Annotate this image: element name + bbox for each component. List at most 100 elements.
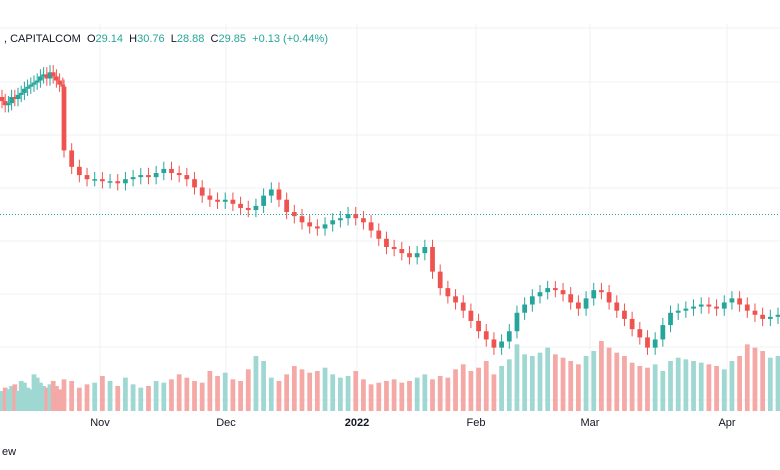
candle-body <box>514 312 520 332</box>
candle-body <box>169 168 174 174</box>
volume-bar <box>652 364 658 411</box>
volume-bar <box>107 381 113 411</box>
volume-bar <box>491 374 497 411</box>
volume-bar <box>28 389 34 411</box>
candle-body <box>675 310 681 313</box>
volume-bar <box>176 374 182 411</box>
volume-bar <box>54 386 59 411</box>
volume-bar <box>637 366 643 411</box>
volume-bar <box>44 387 50 411</box>
candle-body <box>253 205 259 210</box>
volume-bar <box>760 351 766 411</box>
volume-bar <box>576 364 581 411</box>
volume-bar <box>767 357 773 411</box>
candle-body <box>752 310 758 315</box>
candle-body <box>576 302 581 309</box>
candle-body <box>729 298 735 303</box>
candle-body <box>491 339 497 348</box>
volume-bar <box>483 361 489 411</box>
volume-bar <box>207 371 213 411</box>
footer-text: ew <box>2 446 17 458</box>
candle-body <box>276 189 282 200</box>
volume-bar <box>376 382 382 411</box>
volume-bar <box>215 376 220 411</box>
candle-body <box>330 220 336 225</box>
candle-body <box>222 199 228 202</box>
candle-body <box>6 103 11 106</box>
candle-body <box>130 177 136 180</box>
candle-body <box>322 224 328 229</box>
candle-body <box>468 310 474 321</box>
volume-bar <box>660 371 666 411</box>
volume-bar <box>100 376 105 411</box>
candle-body <box>230 199 236 204</box>
legend-high-value: 30.76 <box>137 33 165 45</box>
volume-bar <box>12 384 18 411</box>
x-tick-label: Apr <box>718 417 735 429</box>
candle-body <box>552 288 558 291</box>
candle-body <box>476 320 481 332</box>
volume-bar <box>50 381 56 411</box>
candle-body <box>161 168 167 174</box>
volume-bar <box>629 362 635 411</box>
volume-bar <box>668 361 673 411</box>
candle-body <box>61 86 67 151</box>
volume-bar <box>545 347 551 411</box>
candle-body <box>100 179 105 182</box>
volume-bar <box>245 369 251 411</box>
volume-bar <box>606 347 612 411</box>
volume-bar <box>437 376 443 411</box>
candle-body <box>668 312 673 326</box>
volume-bar <box>552 354 558 411</box>
volume-bar <box>384 381 389 411</box>
volume-bar <box>261 361 266 411</box>
volume-bar <box>299 369 305 411</box>
candle-body <box>138 175 144 178</box>
candle-body <box>2 101 8 106</box>
volume-bar <box>314 371 320 411</box>
candle-body <box>599 290 604 293</box>
candle-body <box>744 304 750 311</box>
candle-body <box>38 76 43 81</box>
volume-bar <box>253 356 259 411</box>
volume-bar <box>192 381 197 411</box>
legend-close-value: 29.85 <box>218 33 247 45</box>
x-tick-label: Dec <box>216 417 236 429</box>
candle-body <box>28 84 34 87</box>
candle-body <box>483 331 489 340</box>
volume-bar <box>721 369 727 411</box>
volume-bar <box>31 374 37 411</box>
volume-bar <box>568 361 574 411</box>
volume-bar <box>460 364 466 411</box>
candle-body <box>683 308 689 311</box>
candle-body <box>353 214 359 219</box>
candle-body <box>238 203 243 208</box>
legend-close-key: C <box>210 33 219 45</box>
volume-bar <box>453 369 458 411</box>
volume-bar <box>6 389 11 411</box>
volume-bar <box>57 389 62 411</box>
candle-body <box>637 329 643 338</box>
candle-body <box>176 173 182 176</box>
volume-bar <box>284 374 290 411</box>
candle-body <box>453 296 458 303</box>
volume-bar <box>430 379 435 411</box>
candle-body <box>245 207 251 210</box>
volume-bar <box>353 371 359 411</box>
candle-body <box>652 339 658 348</box>
candle-body <box>698 304 704 307</box>
candle-body <box>107 181 113 183</box>
candle-body <box>706 304 712 307</box>
candle-body <box>44 74 50 79</box>
candle-body <box>399 249 405 254</box>
volume-bar <box>599 341 604 411</box>
volume-bar <box>506 359 512 411</box>
legend-open-key: O <box>86 33 96 45</box>
volume-bar <box>222 372 228 411</box>
volume-bar <box>775 356 780 411</box>
volume-bar <box>92 382 98 411</box>
volume-bar <box>169 379 174 411</box>
volume-bar <box>583 356 589 411</box>
volume-bar <box>61 379 67 411</box>
